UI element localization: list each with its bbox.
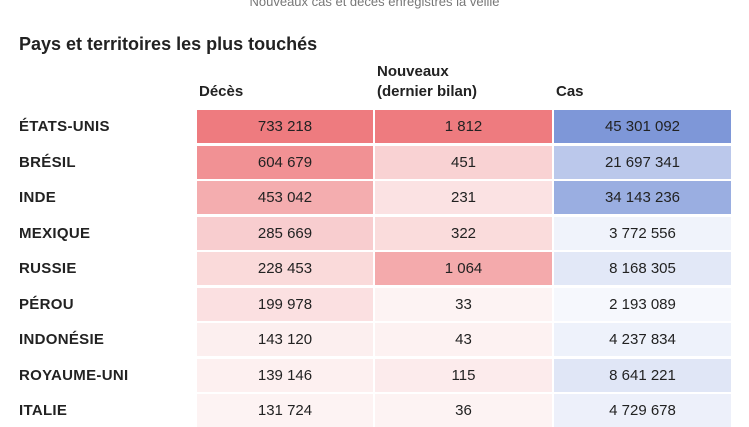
cell-cas: 4 729 678 [554, 394, 731, 427]
cell-deces: 143 120 [197, 323, 373, 356]
cell-cas: 3 772 556 [554, 216, 731, 250]
cell-nouveaux: 231 [375, 181, 552, 214]
country-label: RUSSIE [19, 260, 77, 277]
cell-nouveaux: 451 [375, 145, 552, 179]
cell-nouveaux: 36 [375, 394, 552, 427]
table-row: BRÉSIL 604 679 451 21 697 341 [0, 145, 749, 179]
column-header-nouveaux-line2: (dernier bilan) [377, 83, 478, 100]
chart-subtitle: Nouveaux cas et décès enregistrés la vei… [249, 0, 500, 9]
column-header-deces: Décès [199, 83, 244, 100]
cell-nouveaux: 1 064 [375, 252, 552, 285]
cell-nouveaux: 33 [375, 287, 552, 321]
table-row: ITALIE 131 724 36 4 729 678 [0, 394, 749, 427]
table-row: ÉTATS-UNIS 733 218 1 812 45 301 092 [0, 110, 749, 143]
cell-cas: 45 301 092 [554, 110, 731, 143]
cell-nouveaux: 322 [375, 216, 552, 250]
country-label: ROYAUME-UNI [19, 366, 129, 384]
table-row: RUSSIE 228 453 1 064 8 168 305 [0, 252, 749, 285]
chart-title: Pays et territoires les plus touchés [19, 34, 318, 54]
country-label: INDE [19, 189, 57, 206]
cell-cas: 8 168 305 [554, 252, 731, 285]
country-label: MEXIQUE [19, 224, 91, 242]
cell-nouveaux: 1 812 [375, 110, 552, 143]
cell-deces: 139 146 [197, 358, 373, 392]
country-label: PÉROU [19, 295, 74, 313]
cell-cas: 34 143 236 [554, 181, 731, 214]
cell-deces: 199 978 [197, 287, 373, 321]
cell-cas: 4 237 834 [554, 323, 731, 356]
cell-deces: 733 218 [197, 110, 373, 143]
cell-deces: 453 042 [197, 181, 373, 214]
country-label: ÉTATS-UNIS [19, 118, 110, 135]
table-row: PÉROU 199 978 33 2 193 089 [0, 287, 749, 321]
table-row: INDE 453 042 231 34 143 236 [0, 181, 749, 214]
cell-nouveaux: 43 [375, 323, 552, 356]
cell-cas: 8 641 221 [554, 358, 731, 392]
table-row: INDONÉSIE 143 120 43 4 237 834 [0, 323, 749, 356]
cell-deces: 285 669 [197, 216, 373, 250]
cell-cas: 21 697 341 [554, 145, 731, 179]
table-row: ROYAUME-UNI 139 146 115 8 641 221 [0, 358, 749, 392]
country-label: INDONÉSIE [19, 331, 105, 348]
column-header-cas: Cas [556, 83, 584, 100]
column-header-nouveaux: Nouveaux (dernier bilan) [377, 62, 477, 102]
cell-cas: 2 193 089 [554, 287, 731, 321]
cell-nouveaux: 115 [375, 358, 552, 392]
cell-deces: 604 679 [197, 145, 373, 179]
cell-deces: 228 453 [197, 252, 373, 285]
country-label: BRÉSIL [19, 153, 76, 171]
table-row: MEXIQUE 285 669 322 3 772 556 [0, 216, 749, 250]
column-header-nouveaux-line1: Nouveaux [377, 63, 449, 80]
cell-deces: 131 724 [197, 394, 373, 427]
country-label: ITALIE [19, 402, 68, 419]
